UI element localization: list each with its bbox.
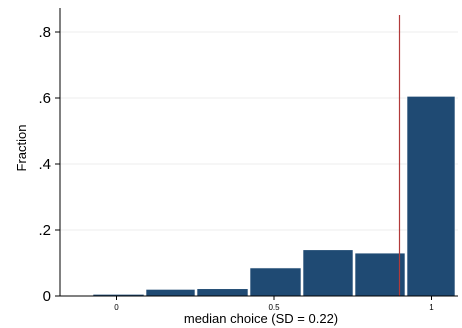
y-tick-label-3: .6 [38, 90, 51, 107]
bar-4 [302, 249, 354, 297]
bar-6 [406, 96, 456, 297]
y-tick-label-2: .4 [38, 156, 51, 173]
bar-5 [354, 252, 406, 297]
x-tick-label-1: 0.5 [268, 303, 280, 312]
y-tick-labels: 0 .2 .4 .6 .8 [38, 24, 60, 305]
bar-3 [249, 267, 302, 297]
y-tick-label-1: .2 [38, 222, 51, 239]
histogram-bars [92, 96, 456, 297]
x-tick-label-2: 1 [429, 303, 434, 312]
gridlines [60, 31, 458, 231]
axes [59, 8, 458, 297]
y-axis-label: Fraction [14, 125, 29, 172]
bar-1 [145, 289, 196, 297]
x-axis-label: median choice (SD = 0.22) [184, 311, 338, 326]
y-tick-label-0: 0 [43, 288, 51, 305]
x-tick-label-0: 0 [114, 303, 119, 312]
bar-2 [196, 288, 249, 297]
y-tick-label-4: .8 [38, 24, 51, 41]
x-tick-labels: 0 0.5 1 [114, 296, 434, 312]
